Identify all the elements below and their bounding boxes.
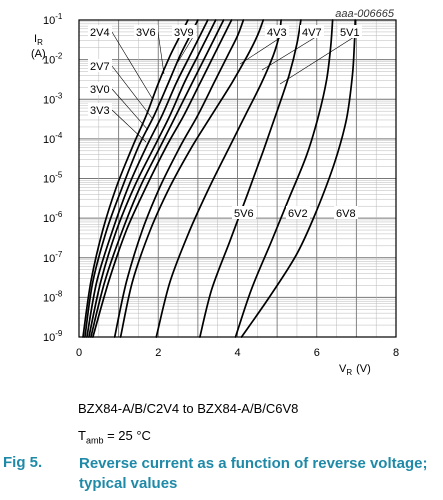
x-tick-label: 4 (234, 347, 240, 359)
curve-2v4 (82, 19, 189, 338)
y-tick-base: 10 (43, 94, 55, 106)
y-axis-label-subscript: R (37, 38, 43, 47)
chart-curves (82, 19, 357, 338)
series-label-background (338, 25, 362, 38)
y-tick-label: 10-9 (43, 329, 63, 344)
y-tick-base: 10 (43, 213, 55, 225)
series-label-background (286, 206, 310, 219)
x-tick-label: 6 (314, 347, 320, 359)
y-tick-base: 10 (43, 253, 55, 265)
y-tick-base: 10 (43, 55, 55, 67)
series-label-background (88, 103, 112, 116)
series-label-6v8: 6V8 (336, 208, 356, 220)
x-tick-label: 8 (393, 347, 399, 359)
series-label-2v4: 2V4 (90, 27, 110, 39)
y-axis-label: IR (34, 33, 43, 47)
series-label-background (334, 206, 358, 219)
series-label-3v3: 3V3 (90, 105, 110, 117)
series-label-background (232, 206, 256, 219)
x-axis-label-symbol: V (339, 363, 347, 375)
x-axis-label: VR (V) (339, 363, 371, 377)
curve-3v6 (90, 19, 225, 338)
curve-3v9 (92, 19, 233, 338)
y-tick-label: 10-4 (43, 131, 63, 146)
y-tick-label: 10-7 (43, 250, 63, 265)
figure-number: Fig 5. (3, 454, 43, 471)
series-labels: 2V4 2V7 3V0 3V3 3V6 3V9 4V3 4V7 5V1 5V6 6V2 6V8 (88, 25, 362, 220)
y-tick-exponent: -2 (55, 52, 63, 61)
y-tick-label: 10-6 (43, 210, 63, 225)
series-label-5v6: 5V6 (234, 208, 254, 220)
tamb-value: = 25 °C (103, 428, 151, 443)
series-label-background (88, 82, 112, 95)
y-tick-exponent: -1 (55, 12, 63, 21)
y-tick-exponent: -3 (55, 91, 63, 100)
curve-3v0 (86, 19, 209, 338)
series-label-leader (157, 31, 165, 75)
series-label-background (134, 25, 158, 38)
series-label-background (88, 59, 112, 72)
device-range-caption: BZX84-A/B/C2V4 to BZX84-A/B/C6V8 (78, 401, 299, 416)
series-label-leader (111, 88, 149, 131)
ambient-temperature-caption: Tamb = 25 °C (78, 428, 151, 446)
label-leader-lines (111, 31, 363, 143)
series-label-2v7: 2V7 (90, 61, 110, 73)
y-axis-unit: (A) (31, 48, 46, 60)
y-tick-label: 10-8 (43, 289, 63, 304)
series-label-background (300, 25, 324, 38)
x-tick-label: 0 (76, 347, 82, 359)
y-tick-exponent: -5 (55, 171, 63, 180)
series-label-6v2: 6V2 (288, 208, 308, 220)
y-tick-label: 10-2 (43, 52, 63, 67)
plot-area-frame (78, 19, 397, 338)
series-label-background (172, 25, 196, 38)
curve-4v7 (119, 19, 265, 338)
series-label-3v0: 3V0 (90, 84, 110, 96)
figure-title: Reverse current as a function of reverse… (79, 455, 428, 492)
curve-3v3 (88, 19, 217, 338)
series-label-background (88, 25, 112, 38)
tamb-symbol: T (78, 428, 86, 443)
series-label-3v6: 3V6 (136, 27, 156, 39)
chart-code: aaa-006665 (335, 8, 395, 20)
x-axis-label-subscript: R (346, 368, 352, 377)
y-tick-exponent: -4 (55, 131, 63, 140)
curve-5v1 (155, 19, 282, 338)
x-axis-unit: (V) (356, 363, 371, 375)
y-tick-base: 10 (43, 15, 55, 27)
series-label-leader (111, 65, 153, 119)
y-tick-exponent: -8 (55, 289, 63, 298)
x-tick-labels: 0 2 4 6 8 (76, 347, 399, 359)
curve-5v6 (199, 19, 302, 338)
y-tick-base: 10 (43, 332, 55, 344)
series-label-3v9: 3V9 (174, 27, 194, 39)
y-tick-label: 10-3 (43, 91, 63, 106)
series-label-leader (111, 109, 147, 143)
series-label-leader (261, 31, 325, 71)
series-label-4v3: 4V3 (267, 27, 287, 39)
curve-6v8 (240, 19, 357, 338)
y-tick-base: 10 (43, 134, 55, 146)
series-label-4v7: 4V7 (302, 27, 322, 39)
y-tick-exponent: -7 (55, 250, 63, 259)
series-label-leader (111, 31, 153, 99)
x-tick-label: 2 (155, 347, 161, 359)
series-label-background (265, 25, 289, 38)
series-label-leader (279, 31, 363, 85)
curve-6v2 (234, 19, 334, 338)
y-axis-label-symbol: I (34, 33, 37, 45)
y-tick-base: 10 (43, 292, 55, 304)
y-tick-base: 10 (43, 174, 55, 186)
series-label-5v1: 5V1 (340, 27, 360, 39)
tamb-subscript: amb (85, 435, 104, 446)
y-tick-label: 10-1 (43, 12, 63, 27)
y-tick-exponent: -6 (55, 210, 63, 219)
y-tick-labels: 10-110-210-310-410-510-610-710-810-9 (43, 12, 63, 344)
y-tick-label: 10-5 (43, 171, 63, 186)
curve-2v7 (84, 19, 199, 338)
y-tick-exponent: -9 (55, 329, 63, 338)
curve-4v3 (113, 19, 245, 338)
